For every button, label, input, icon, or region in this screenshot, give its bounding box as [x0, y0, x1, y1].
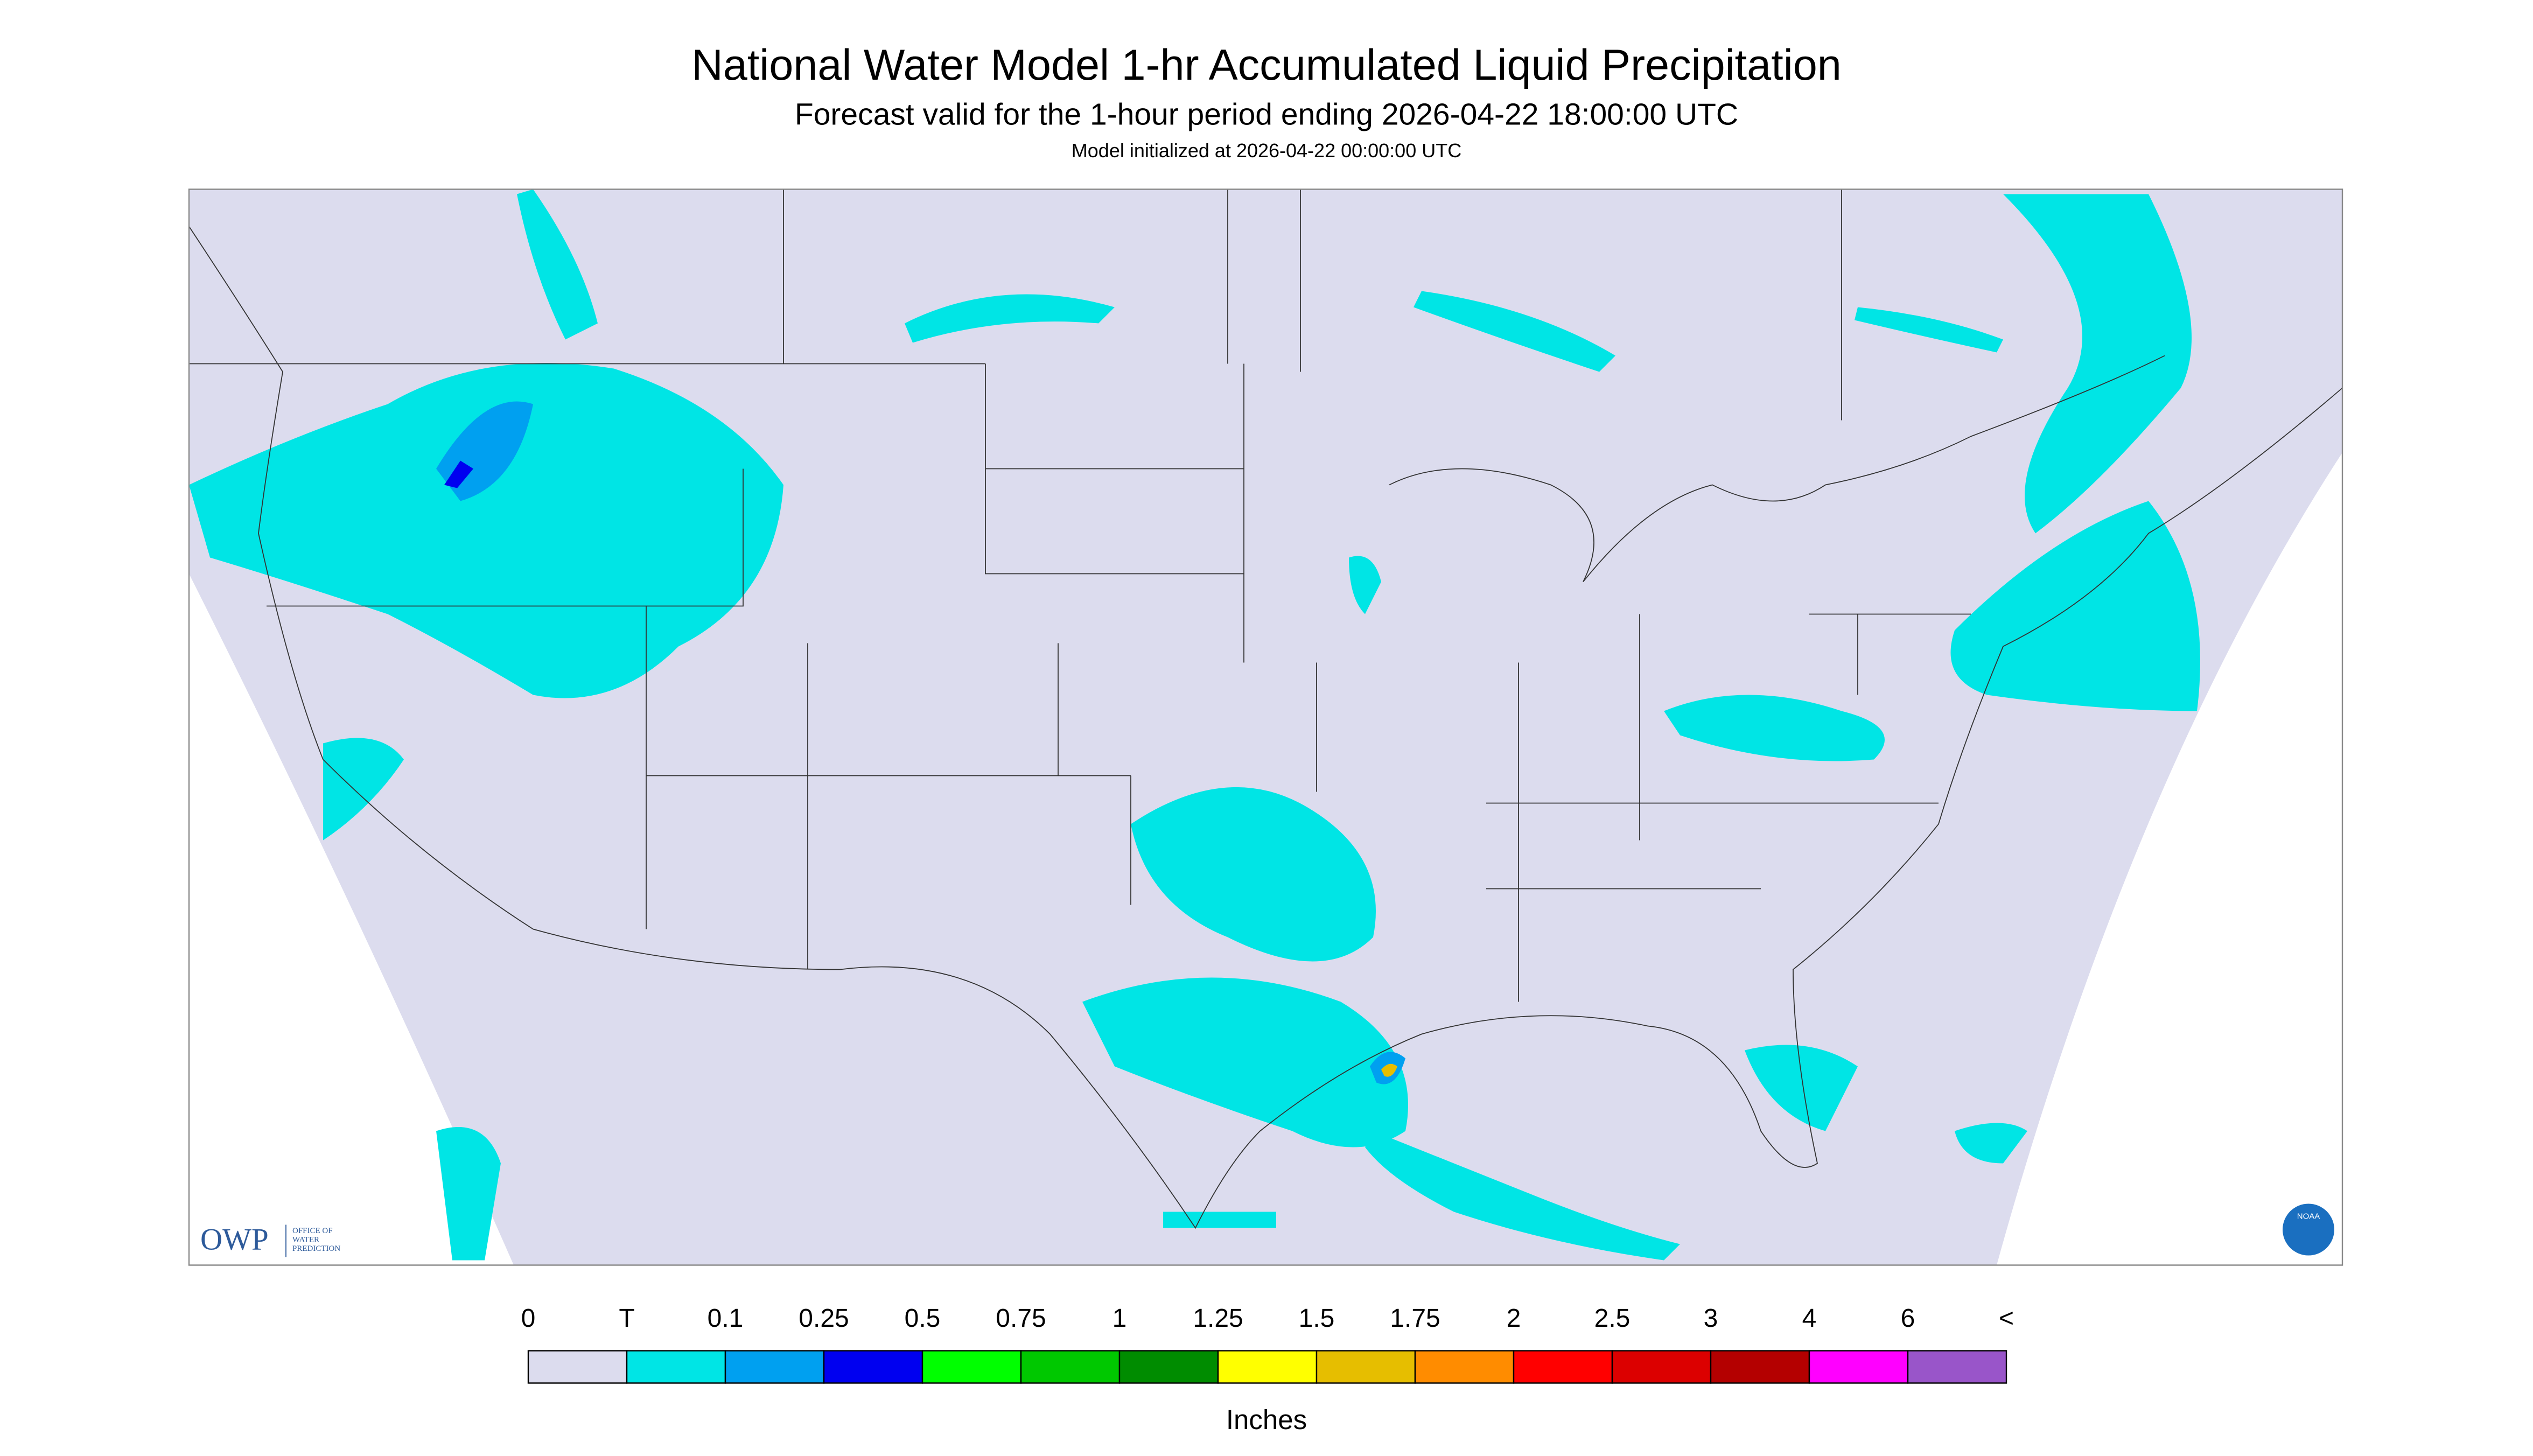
precip-area	[1855, 307, 2003, 353]
legend-swatch	[1118, 1350, 1219, 1384]
precip-area	[1955, 1123, 2027, 1164]
legend-unit: Inches	[1226, 1404, 1307, 1435]
owp-logo-line: WATER	[292, 1235, 319, 1244]
legend-swatch	[1611, 1350, 1712, 1384]
legend-label: T	[619, 1304, 634, 1333]
legend-swatch	[1710, 1350, 1810, 1384]
legend-label: 0.75	[996, 1304, 1046, 1333]
noaa-logo-text: NOAA	[2297, 1212, 2320, 1221]
boundaries	[188, 189, 2343, 1229]
legend-label: 0	[521, 1304, 536, 1333]
legend-swatch	[1217, 1350, 1318, 1384]
precip-area	[1349, 556, 1381, 614]
legend-swatch	[1513, 1350, 1613, 1384]
coastline	[188, 226, 534, 930]
precip-area	[1414, 291, 1615, 372]
precip-area	[323, 738, 404, 841]
legend-swatch	[527, 1350, 628, 1384]
precip-area	[189, 362, 783, 698]
precip-area	[436, 1127, 501, 1261]
noaa-logo	[2283, 1203, 2334, 1256]
legend-swatch	[1808, 1350, 1909, 1384]
title: National Water Model 1-hr Accumulated Li…	[691, 41, 1842, 89]
init-note: Model initialized at 2026-04-22 00:00:00…	[1072, 139, 1461, 162]
precip-area	[1745, 1045, 1858, 1131]
map-frame	[188, 188, 2343, 1266]
legend-swatch	[626, 1350, 726, 1384]
owp-logo-line: PREDICTION	[292, 1244, 340, 1253]
precipitation	[189, 189, 2200, 1261]
legend-label: 3	[1704, 1304, 1718, 1333]
legend-label: 1.75	[1390, 1304, 1440, 1333]
legend-swatch	[1907, 1350, 2007, 1384]
precip-area	[517, 189, 598, 340]
owp-logo-text: OWP	[200, 1223, 269, 1257]
precip-area	[905, 294, 1115, 343]
legend-label: 2	[1507, 1304, 1521, 1333]
legend-label: 1.25	[1193, 1304, 1243, 1333]
legend: 0 T 0.1 0.25 0.5 0.75 1 1.25 1.5 1.75 2 2.5 3 4 6 <	[521, 1304, 2014, 1384]
coastline	[533, 387, 2343, 1229]
owp-logo-line: OFFICE OF	[292, 1227, 333, 1235]
precip-area	[1082, 977, 1408, 1147]
legend-label: 1	[1112, 1304, 1127, 1333]
legend-label: <	[1999, 1304, 2014, 1333]
legend-swatch	[921, 1350, 1022, 1384]
legend-label: 2.5	[1594, 1304, 1631, 1333]
legend-swatch	[1020, 1350, 1121, 1384]
legend-swatch	[724, 1350, 825, 1384]
precip-area	[1664, 695, 1885, 761]
precip-area	[2003, 194, 2192, 534]
great-lakes-border	[1389, 355, 2165, 583]
state-lines	[189, 189, 1971, 1002]
precip-area	[444, 460, 473, 488]
precip-area	[1381, 1063, 1397, 1077]
precip-area	[1950, 501, 2200, 711]
legend-label: 6	[1901, 1304, 1915, 1333]
legend-label: 0.5	[905, 1304, 941, 1333]
subtitle: Forecast valid for the 1-hour period end…	[795, 97, 1738, 132]
legend-label: 1.5	[1299, 1304, 1335, 1333]
precip-area	[1131, 787, 1376, 962]
precip-area	[1365, 1131, 1680, 1261]
legend-swatch	[1316, 1350, 1416, 1384]
legend-label: 0.1	[708, 1304, 744, 1333]
legend-label: 4	[1802, 1304, 1817, 1333]
legend-label: 0.25	[799, 1304, 849, 1333]
legend-swatch	[1414, 1350, 1515, 1384]
legend-swatch	[823, 1350, 923, 1384]
precip-area	[1163, 1212, 1276, 1228]
